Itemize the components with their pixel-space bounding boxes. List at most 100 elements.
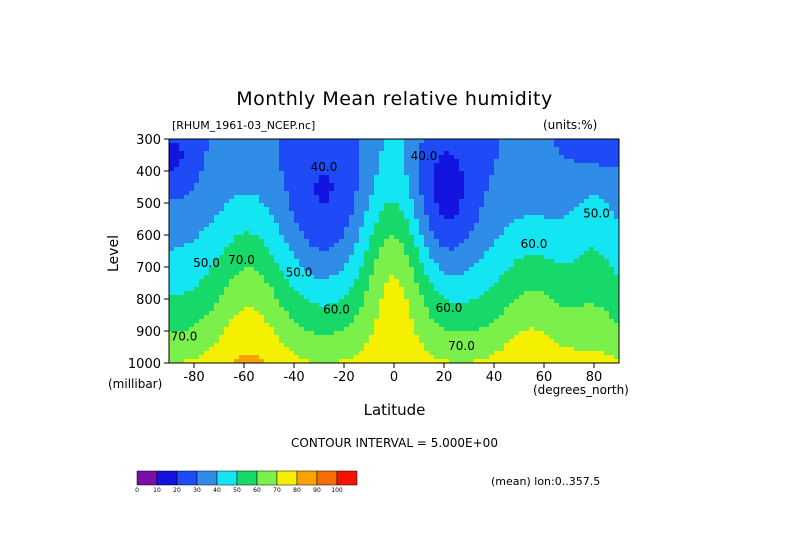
field-cell (259, 315, 265, 320)
field-cell (549, 235, 555, 240)
field-cell (184, 275, 190, 280)
field-cell (234, 199, 240, 204)
field-cell (349, 195, 355, 200)
field-cell (404, 299, 410, 304)
field-cell (449, 335, 455, 340)
field-cell (339, 291, 345, 296)
field-cell (234, 171, 240, 176)
field-cell (594, 167, 600, 172)
field-cell (269, 303, 275, 308)
field-cell (594, 263, 600, 268)
field-cell (429, 247, 435, 252)
field-cell (409, 179, 415, 184)
field-cell (529, 315, 535, 320)
field-cell (409, 215, 415, 220)
field-cell (569, 207, 575, 212)
field-cell (464, 255, 470, 260)
field-cell (454, 343, 460, 348)
field-cell (374, 139, 380, 144)
field-cell (364, 187, 370, 192)
field-cell (424, 295, 430, 300)
field-cell (179, 287, 185, 292)
field-cell (359, 179, 365, 184)
field-cell (444, 283, 450, 288)
field-cell (499, 299, 505, 304)
field-cell (439, 151, 445, 156)
field-cell (219, 339, 225, 344)
field-cell (549, 227, 555, 232)
field-cell (194, 199, 200, 204)
field-cell (334, 299, 340, 304)
field-cell (474, 215, 480, 220)
field-cell (389, 239, 395, 244)
field-cell (274, 223, 280, 228)
field-cell (379, 171, 385, 176)
field-cell (434, 247, 440, 252)
field-cell (304, 175, 310, 180)
field-cell (479, 151, 485, 156)
field-cell (449, 315, 455, 320)
field-cell (169, 231, 175, 236)
field-cell (284, 195, 290, 200)
field-cell (219, 271, 225, 276)
field-cell (289, 211, 295, 216)
field-cell (284, 355, 290, 360)
field-cell (439, 299, 445, 304)
field-cell (534, 267, 540, 272)
field-cell (349, 147, 355, 152)
field-cell (459, 175, 465, 180)
field-cell (294, 231, 300, 236)
field-cell (169, 199, 175, 204)
field-cell (564, 231, 570, 236)
field-cell (334, 323, 340, 328)
field-cell (334, 239, 340, 244)
field-cell (504, 231, 510, 236)
field-cell (519, 223, 525, 228)
field-cell (429, 251, 435, 256)
field-cell (334, 271, 340, 276)
field-cell (369, 299, 375, 304)
field-cell (209, 191, 215, 196)
field-cell (259, 247, 265, 252)
field-cell (549, 299, 555, 304)
field-cell (544, 259, 550, 264)
field-cell (249, 139, 255, 144)
field-cell (399, 319, 405, 324)
field-cell (244, 199, 250, 204)
field-cell (269, 179, 275, 184)
field-cell (409, 175, 415, 180)
field-cell (239, 359, 245, 363)
field-cell (254, 283, 260, 288)
field-cell (344, 359, 350, 363)
field-cell (589, 255, 595, 260)
field-cell (569, 195, 575, 200)
field-cell (499, 283, 505, 288)
field-cell (289, 255, 295, 260)
field-cell (169, 215, 175, 220)
field-cell (199, 211, 205, 216)
field-cell (354, 215, 360, 220)
field-cell (314, 199, 320, 204)
field-cell (499, 355, 505, 360)
field-cell (214, 235, 220, 240)
field-cell (354, 255, 360, 260)
field-cell (534, 223, 540, 228)
field-cell (424, 175, 430, 180)
field-cell (474, 307, 480, 312)
field-cell (549, 315, 555, 320)
field-cell (329, 275, 335, 280)
field-cell (509, 227, 515, 232)
field-cell (594, 291, 600, 296)
field-cell (304, 319, 310, 324)
field-cell (379, 319, 385, 324)
field-cell (279, 347, 285, 352)
field-cell (599, 299, 605, 304)
field-cell (564, 319, 570, 324)
field-cell (474, 187, 480, 192)
field-cell (504, 163, 510, 168)
field-cell (584, 355, 590, 360)
field-cell (259, 295, 265, 300)
field-cell (504, 147, 510, 152)
field-cell (369, 359, 375, 363)
field-cell (554, 307, 560, 312)
